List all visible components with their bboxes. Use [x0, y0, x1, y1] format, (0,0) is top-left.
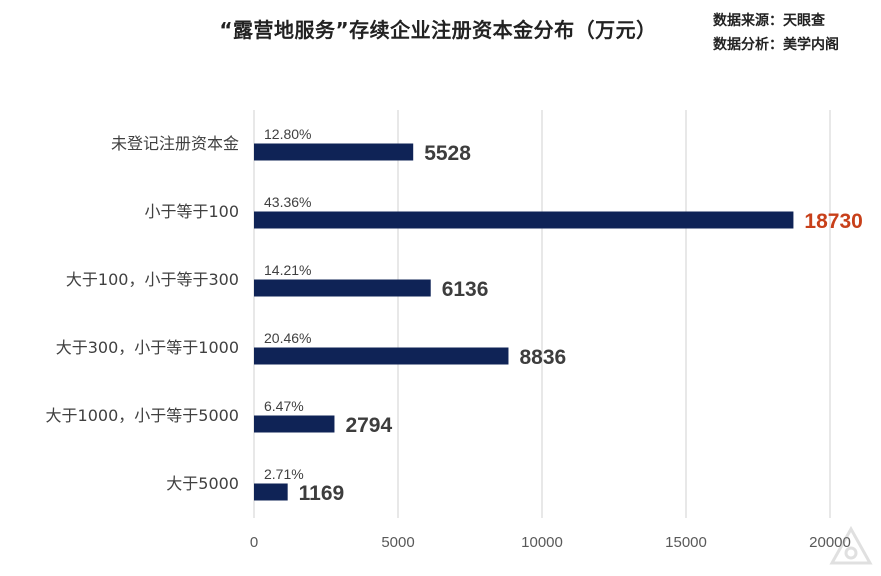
category-label: 未登记注册资本金 — [111, 134, 239, 153]
x-tick-label: 20000 — [809, 534, 851, 551]
grid-lines — [253, 110, 831, 518]
value-label: 18730 — [804, 210, 862, 233]
data-source-line: 数据来源：天眼查 — [713, 13, 825, 29]
bar — [254, 143, 414, 161]
category-label: 大于5000 — [166, 474, 239, 493]
value-label: 8836 — [519, 346, 566, 369]
percent-label: 20.46% — [264, 330, 311, 346]
bar — [254, 347, 509, 365]
bars — [254, 143, 794, 501]
value-label: 2794 — [345, 414, 392, 437]
percent-label: 14.21% — [264, 262, 311, 278]
value-label: 5528 — [424, 142, 471, 165]
category-label: 小于等于100 — [144, 202, 239, 221]
bar — [254, 279, 431, 297]
category-label: 大于300，小于等于1000 — [56, 338, 239, 357]
percent-label: 6.47% — [264, 398, 304, 414]
chart-title: “露营地服务”存续企业注册资本金分布（万元） — [219, 18, 657, 42]
bar — [254, 415, 335, 433]
watermark-logo-icon — [829, 525, 873, 565]
value-label: 1169 — [299, 482, 345, 505]
category-label: 大于1000，小于等于5000 — [46, 406, 239, 425]
percent-label: 12.80% — [264, 126, 311, 142]
x-tick-label: 0 — [250, 534, 258, 551]
x-tick-label: 15000 — [665, 534, 707, 551]
labels: 未登记注册资本金 12.80% 5528 小于等于100 43.36% 18730 大于10… — [46, 126, 863, 505]
x-tick-label: 10000 — [521, 534, 563, 551]
percent-label: 43.36% — [264, 194, 311, 210]
data-source-note: 数据来源：天眼查 数据分析：美学内阁 — [713, 9, 839, 57]
x-axis: 0 5000 10000 15000 20000 — [250, 534, 851, 551]
data-analysis-line: 数据分析：美学内阁 — [713, 37, 839, 53]
bar — [254, 211, 794, 229]
bar — [254, 483, 288, 501]
x-tick-label: 5000 — [381, 534, 414, 551]
category-label: 大于100，小于等于300 — [66, 270, 239, 289]
value-label: 6136 — [442, 278, 489, 301]
percent-label: 2.71% — [264, 466, 304, 482]
